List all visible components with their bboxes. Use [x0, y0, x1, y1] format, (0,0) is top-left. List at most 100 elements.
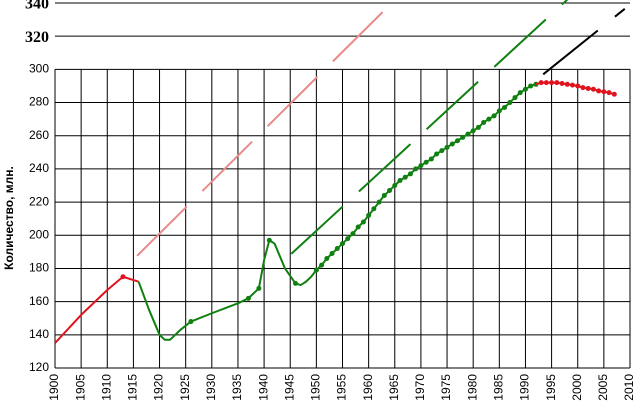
data-point [543, 80, 549, 86]
data-point [554, 80, 560, 86]
data-point [366, 212, 372, 218]
data-point [402, 174, 408, 180]
data-point [585, 85, 591, 91]
data-point [120, 274, 126, 280]
data-point [340, 241, 345, 247]
data-point [528, 83, 534, 89]
data-point [449, 141, 455, 147]
x-tick-label: 2010 [622, 374, 636, 401]
data-point [324, 256, 330, 261]
data-point [491, 113, 497, 119]
series-line [535, 81, 615, 96]
data-point [345, 236, 351, 242]
data-point [507, 100, 513, 106]
x-tick-label: 1985 [491, 374, 505, 401]
x-tick-label: 1935 [230, 374, 244, 401]
x-tick-label: 1990 [518, 374, 532, 401]
data-point [266, 237, 272, 243]
data-point [564, 81, 570, 87]
data-point [355, 224, 361, 230]
data-point [428, 156, 434, 162]
data-point [538, 80, 544, 86]
y-tick-label: 120 [29, 360, 49, 374]
trend-line [542, 8, 626, 76]
data-point [460, 134, 466, 140]
data-point [470, 128, 476, 134]
data-point [329, 251, 335, 257]
x-tick-label: 1920 [152, 374, 166, 401]
data-point [481, 119, 487, 125]
x-tick-label: 1940 [256, 374, 270, 401]
x-tick-label: 1960 [361, 374, 375, 401]
data-point [360, 219, 366, 225]
data-point [522, 86, 528, 92]
data-point [444, 144, 450, 150]
x-tick-label: 1910 [99, 374, 113, 401]
data-point [256, 285, 262, 291]
data-point [423, 159, 429, 165]
x-tick-label: 2005 [596, 374, 610, 401]
data-point [439, 148, 445, 154]
y-tick-label: 260 [29, 128, 49, 142]
x-tick-label: 1965 [387, 374, 401, 401]
y-tick-label: 240 [29, 161, 49, 175]
data-point [601, 89, 607, 95]
y-tick-label: 180 [29, 261, 49, 275]
data-point [413, 166, 419, 172]
y-tick-label: 340 [25, 0, 49, 13]
x-tick-label: 1975 [439, 374, 453, 401]
data-point [549, 80, 555, 86]
data-point [465, 131, 471, 137]
x-tick-label: 1930 [204, 374, 218, 401]
data-point [502, 105, 508, 111]
x-tick-label: 1900 [47, 374, 61, 401]
data-point [590, 86, 596, 92]
data-point [376, 199, 382, 205]
x-tick-label: 1995 [544, 374, 558, 401]
data-point [434, 151, 440, 157]
y-tick-label: 280 [29, 95, 49, 109]
y-tick-label: 320 [25, 29, 49, 46]
x-tick-label: 1945 [282, 374, 296, 401]
data-point [188, 319, 194, 325]
x-tick-label: 2000 [570, 374, 584, 401]
data-point [575, 83, 581, 89]
data-point [512, 95, 518, 101]
data-point [517, 90, 523, 96]
data-point [245, 295, 251, 301]
data-point [559, 80, 565, 86]
data-point [611, 91, 617, 97]
data-point [580, 85, 586, 91]
data-point [570, 82, 575, 88]
x-tick-label: 1915 [126, 374, 140, 401]
data-point [319, 262, 325, 268]
data-point [418, 163, 424, 169]
trend-line [136, 8, 387, 257]
y-tick-label: 300 [29, 62, 49, 76]
data-point [397, 178, 403, 184]
x-tick-label: 1905 [73, 374, 87, 401]
data-point [486, 116, 492, 122]
data-point [606, 90, 612, 96]
data-point [292, 280, 298, 286]
data-point [475, 124, 481, 130]
data-point [371, 206, 377, 212]
data-point [350, 231, 356, 237]
data-point [496, 108, 502, 114]
data-point [381, 192, 387, 198]
x-tick-label: 1925 [178, 374, 192, 401]
data-point [387, 187, 393, 193]
data-point [596, 88, 602, 94]
data-point [392, 183, 398, 188]
x-tick-label: 1970 [413, 374, 427, 401]
series-line [54, 275, 139, 344]
y-tick-label: 220 [29, 194, 49, 208]
y-axis-label: Количество, млн. [2, 166, 16, 270]
y-tick-label: 140 [29, 327, 49, 341]
data-point [455, 138, 460, 144]
data-point [407, 171, 413, 177]
x-tick-label: 1950 [309, 374, 323, 401]
data-point [334, 246, 340, 252]
data-point [313, 267, 319, 273]
